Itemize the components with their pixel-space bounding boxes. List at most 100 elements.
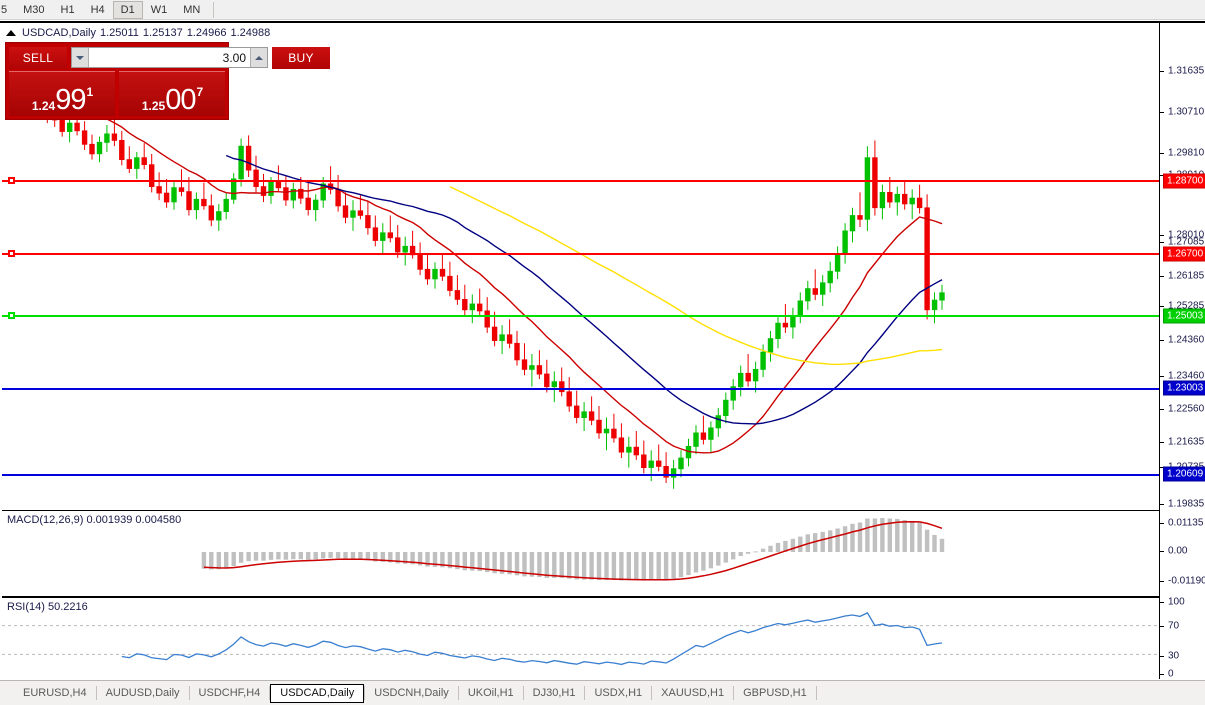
price-axis-tick: 1.21635	[1168, 436, 1205, 448]
trade-controls-row: SELL BUY	[6, 43, 330, 70]
rsi-label: RSI(14) 50.2216	[7, 601, 88, 613]
axis-tick-mark	[1160, 551, 1164, 552]
line-drag-handle[interactable]	[8, 177, 15, 184]
horizontal-price-line[interactable]	[2, 250, 1159, 257]
price-axis-tick: 1.19835	[1168, 498, 1205, 510]
buy-price-prefix: 1.25	[141, 99, 166, 113]
macd-axis-tick: -0.01190	[1168, 575, 1205, 587]
symbol-tab-usdcad[interactable]: USDCAD,Daily	[270, 683, 365, 703]
price-axis-tick: 1.30710	[1168, 106, 1205, 118]
timeframe-button-mn[interactable]: MN	[183, 3, 201, 16]
axis-tick-mark	[1160, 112, 1164, 113]
symbol-tab-eurusd[interactable]: EURUSD,H4	[23, 687, 87, 699]
price-axis[interactable]: 1.316351.307101.298101.289101.280101.270…	[1160, 23, 1205, 680]
rsi-axis-tick: 0	[1168, 668, 1174, 680]
axis-tick-mark	[1160, 153, 1164, 154]
horizontal-price-line[interactable]	[2, 474, 1159, 476]
chart-expand-icon[interactable]	[6, 30, 16, 36]
price-level-tag[interactable]: 1.25003	[1163, 308, 1205, 324]
volume-decrease-button[interactable]	[72, 48, 89, 67]
symbol-tab-xauusd[interactable]: XAUUSD,H1	[661, 687, 725, 699]
line-drag-handle[interactable]	[8, 312, 15, 319]
rsi-axis-tick: 100	[1168, 596, 1185, 608]
symbol-tab-gbpusd[interactable]: GBPUSD,H1	[743, 687, 807, 699]
symbol-tab-usdx[interactable]: USDX,H1	[594, 687, 643, 699]
tab-divider	[457, 686, 459, 700]
price-axis-tick: 1.23460	[1168, 370, 1205, 382]
sell-price-prefix: 1.24	[31, 99, 56, 113]
axis-tick-mark	[1160, 656, 1164, 657]
price-axis-tick: 1.28010	[1168, 229, 1205, 241]
price-level-tag[interactable]: 1.28700	[1163, 173, 1205, 189]
symbol-tab-ukoil[interactable]: UKOil,H1	[467, 687, 514, 699]
tab-divider	[522, 686, 524, 700]
rsi-indicator-panel[interactable]: RSI(14) 50.2216	[2, 596, 1159, 681]
sell-button[interactable]: SELL	[9, 46, 67, 69]
price-chart-svg	[7, 64, 945, 489]
one-click-trading-panel[interactable]: SELL BUY 1.24 99 1 1.25 00 7	[5, 42, 330, 120]
price-axis-tick: 1.26185	[1168, 270, 1205, 282]
rsi-chart-svg	[2, 612, 1159, 666]
horizontal-price-line[interactable]	[2, 388, 1159, 390]
page-title: USDCAD,Daily	[22, 27, 96, 39]
ohlc-low: 1.24966	[186, 27, 227, 39]
ohlc-open: 1.25011	[99, 27, 139, 39]
tab-divider	[269, 686, 271, 700]
ohlc-close: 1.24988	[230, 27, 271, 39]
line-drag-handle[interactable]	[8, 250, 15, 257]
tab-divider	[364, 686, 366, 700]
volume-increase-button[interactable]	[250, 48, 267, 67]
tab-divider	[815, 686, 817, 700]
axis-tick-mark	[1160, 175, 1164, 176]
price-axis-tick: 1.27085	[1168, 236, 1205, 248]
price-axis-tick: 1.31635	[1168, 65, 1205, 77]
price-axis-divider	[1159, 23, 1160, 679]
macd-indicator-panel[interactable]: MACD(12,26,9) 0.001939 0.004580	[2, 510, 1159, 595]
price-level-tag[interactable]: 1.26700	[1163, 246, 1205, 262]
tab-divider	[733, 686, 735, 700]
timeframe-button-d1[interactable]: D1	[112, 0, 143, 19]
chart-title-bar: USDCAD,Daily 1.25011 1.25137 1.24966 1.2…	[6, 27, 270, 39]
symbol-tab-bar: EURUSD,H4 AUDUSD,Daily USDCHF,H4 USDCAD,Dai…	[0, 680, 1205, 705]
volume-stepper[interactable]	[71, 47, 268, 68]
axis-tick-mark	[1160, 409, 1164, 410]
horizontal-price-line[interactable]	[2, 312, 1159, 319]
axis-tick-mark	[1160, 340, 1164, 341]
macd-axis-tick: 0.01135	[1168, 517, 1204, 529]
buy-button[interactable]: BUY	[272, 46, 330, 69]
price-level-tag[interactable]: 1.20609	[1163, 466, 1205, 482]
chart-canvas-area[interactable]: USDCAD,Daily 1.25011 1.25137 1.24966 1.2…	[2, 23, 1205, 695]
axis-tick-mark	[1160, 235, 1164, 236]
sell-price-main: 99	[55, 84, 86, 116]
volume-input[interactable]	[89, 48, 250, 67]
symbol-tab-usdchf[interactable]: USDCHF,H4	[198, 687, 261, 699]
price-chart-panel[interactable]	[2, 23, 1159, 508]
axis-tick-mark	[1160, 523, 1164, 524]
symbol-tab-usdcnh[interactable]: USDCNH,Daily	[374, 687, 449, 699]
axis-tick-mark	[1160, 242, 1164, 243]
timeframe-button-h4[interactable]: H4	[90, 3, 105, 16]
sell-price-box[interactable]: 1.24 99 1	[9, 71, 115, 116]
price-level-tag[interactable]: 1.23003	[1163, 380, 1205, 396]
price-axis-tick: 1.22560	[1168, 403, 1205, 415]
symbol-tab-dj30[interactable]: DJ30,H1	[532, 687, 576, 699]
timeframe-button-h1[interactable]: H1	[60, 3, 75, 16]
buy-price-main: 00	[165, 84, 196, 116]
axis-tick-mark	[1160, 602, 1164, 603]
timeframe-button-w1[interactable]: W1	[150, 3, 168, 16]
sell-price-fraction: 1	[86, 85, 94, 99]
horizontal-price-line[interactable]	[2, 177, 1159, 184]
axis-tick-mark	[1160, 581, 1164, 582]
buy-price-box[interactable]: 1.25 00 7	[119, 71, 225, 116]
axis-tick-mark	[1160, 376, 1164, 377]
timeframe-button-m30[interactable]: M30	[23, 3, 45, 16]
tab-divider	[651, 686, 653, 700]
axis-tick-mark	[1160, 504, 1164, 505]
ohlc-high: 1.25137	[142, 27, 183, 39]
axis-tick-mark	[1160, 674, 1164, 675]
price-axis-tick: 1.25285	[1168, 300, 1205, 312]
chart-window: USDCAD,Daily 1.25011 1.25137 1.24966 1.2…	[0, 21, 1205, 695]
timeframe-button-m5[interactable]: 5	[1, 3, 8, 16]
symbol-tab-audusd[interactable]: AUDUSD,Daily	[105, 687, 180, 699]
toolbar-divider	[213, 1, 215, 18]
